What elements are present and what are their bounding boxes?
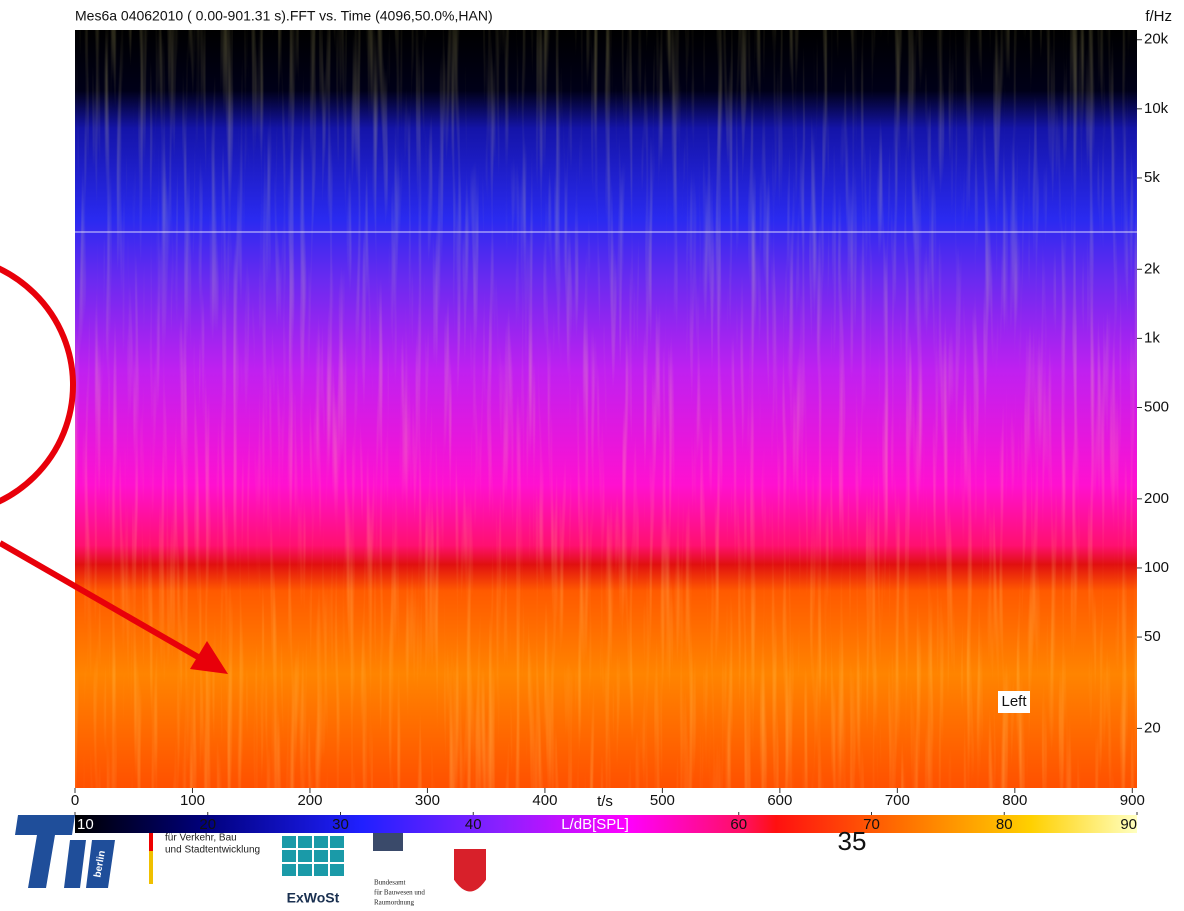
ministry-line: für Verkehr, Bau [165, 833, 237, 844]
y-tick-label: 1k [1144, 329, 1160, 346]
bbr-line: Bundesamt [374, 879, 406, 887]
colorbar-label: L/dB[SPL] [561, 816, 629, 833]
x-tick-label: 600 [767, 792, 792, 809]
annotation: Left [1001, 693, 1027, 710]
y-tick-label: 20k [1144, 31, 1169, 48]
x-tick-label: 300 [415, 792, 440, 809]
y-tick-label: 50 [1144, 628, 1161, 645]
bbr-logo [373, 833, 403, 851]
colorbar-tick-label: 80 [996, 816, 1013, 833]
bbr-line: für Bauwesen und [374, 889, 425, 897]
exwost-grid [282, 836, 344, 876]
colorbar-tick-label: 30 [332, 816, 349, 833]
y-tick-label: 5k [1144, 169, 1160, 186]
colorbar-tick-label: 40 [465, 816, 482, 833]
tu-u1 [64, 840, 86, 888]
chart-title: Mes6a 04062010 ( 0.00-901.31 s).FFT vs. … [75, 8, 493, 24]
flag-gold [149, 851, 153, 884]
ministry-line: und Stadtentwicklung [165, 845, 260, 856]
colorbar-tick-label: 90 [1120, 816, 1137, 833]
colorbar-tick-label: 20 [199, 816, 216, 833]
x-tick-label: 900 [1120, 792, 1145, 809]
district-crest [453, 848, 487, 893]
colorbar-tick-label: 70 [863, 816, 880, 833]
x-tick-label: 700 [885, 792, 910, 809]
x-tick-label: 800 [1002, 792, 1027, 809]
y-tick-label: 100 [1144, 559, 1169, 576]
x-tick-label: 200 [297, 792, 322, 809]
y-tick-label: 20 [1144, 719, 1161, 736]
bbr-line: Raumordnung [374, 899, 415, 907]
slide-number: 35 [838, 826, 867, 856]
x-tick-label: 500 [650, 792, 675, 809]
highlight-ellipse [0, 255, 73, 515]
y-tick-label: 200 [1144, 490, 1169, 507]
colorbar-tick-label: 10 [77, 816, 94, 833]
colorbar-tick-label: 60 [730, 816, 747, 833]
y-tick-label: 2k [1144, 260, 1160, 277]
y-tick-label: 10k [1144, 100, 1169, 117]
y-axis-label: f/Hz [1145, 8, 1172, 25]
flag-red [149, 833, 153, 851]
y-tick-label: 500 [1144, 398, 1169, 415]
slide: Mes6a 04062010 ( 0.00-901.31 s).FFT vs. … [0, 0, 1184, 911]
x-tick-label: 100 [180, 792, 205, 809]
spectrogram-texture [75, 30, 1137, 788]
x-axis-label: t/s [597, 793, 613, 810]
x-tick-label: 400 [532, 792, 557, 809]
x-tick-label: 0 [71, 792, 79, 809]
exwost-text: ExWoSt [287, 890, 340, 906]
